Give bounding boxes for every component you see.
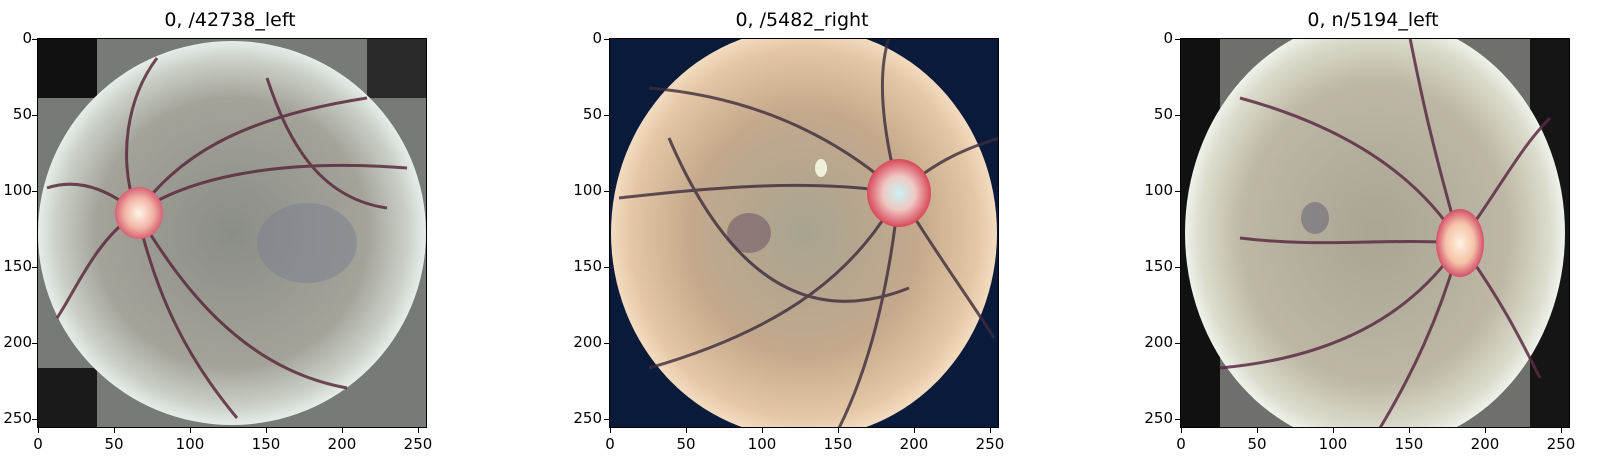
y-tick-label: 200 [573, 333, 602, 351]
x-tick-label: 150 [1394, 435, 1424, 453]
y-tick-label: 0 [22, 29, 32, 47]
fundus-image [609, 38, 999, 428]
image-axes [37, 38, 427, 428]
x-tick-label: 150 [251, 435, 281, 453]
y-tick-label: 50 [582, 105, 602, 123]
x-tick-label: 0 [33, 435, 43, 453]
y-tick-label: 100 [3, 181, 32, 199]
x-tick-label: 200 [1470, 435, 1500, 453]
y-tick-label: 0 [592, 29, 602, 47]
x-tick-label: 0 [605, 435, 615, 453]
panel-title: 0, /5482_right [735, 9, 869, 31]
x-tick-label: 50 [676, 435, 696, 453]
y-tick-label: 50 [12, 105, 32, 123]
y-tick-label: 100 [1144, 181, 1173, 199]
y-tick-label: 250 [573, 409, 602, 427]
x-tick-label: 100 [1318, 435, 1348, 453]
x-tick-label: 200 [899, 435, 929, 453]
y-tick-label: 0 [1163, 29, 1173, 47]
x-tick-label: 100 [747, 435, 777, 453]
x-tick-label: 0 [1176, 435, 1186, 453]
panel-title: 0, /42738_left [164, 9, 296, 31]
x-tick-label: 100 [175, 435, 205, 453]
x-tick-label: 200 [327, 435, 357, 453]
x-tick-label: 250 [403, 435, 433, 453]
y-tick-label: 200 [1144, 333, 1173, 351]
x-tick-label: 150 [823, 435, 853, 453]
fundus-image [37, 38, 427, 428]
y-tick-label: 100 [573, 181, 602, 199]
y-tick-label: 250 [3, 409, 32, 427]
y-tick-label: 150 [573, 257, 602, 275]
y-tick-label: 200 [3, 333, 32, 351]
fundus-image [1180, 38, 1570, 428]
y-tick-label: 250 [1144, 409, 1173, 427]
x-tick-label: 50 [1247, 435, 1267, 453]
x-tick-label: 250 [1546, 435, 1576, 453]
image-axes [1180, 38, 1570, 428]
image-axes [609, 38, 999, 428]
y-tick-label: 50 [1153, 105, 1173, 123]
y-tick-label: 150 [3, 257, 32, 275]
x-tick-label: 250 [975, 435, 1005, 453]
x-tick-label: 50 [104, 435, 124, 453]
y-tick-label: 150 [1144, 257, 1173, 275]
panel-title: 0, n/5194_left [1307, 9, 1439, 31]
